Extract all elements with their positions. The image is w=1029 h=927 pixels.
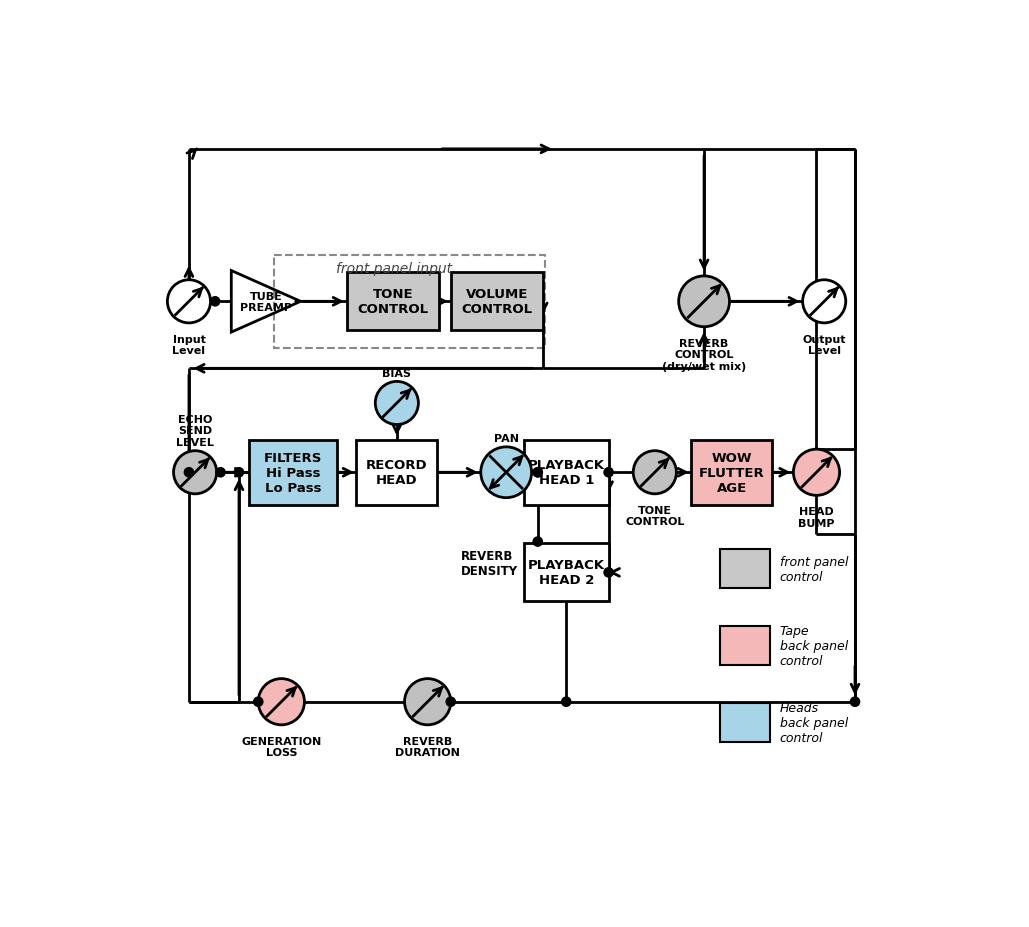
- Circle shape: [168, 281, 211, 324]
- Text: Heads
back panel
control: Heads back panel control: [780, 701, 848, 744]
- Circle shape: [533, 538, 542, 547]
- Bar: [720, 550, 771, 588]
- Circle shape: [604, 468, 613, 477]
- Text: TONE
CONTROL: TONE CONTROL: [625, 505, 684, 527]
- Circle shape: [184, 468, 193, 477]
- Text: front panel input: front panel input: [335, 262, 452, 276]
- Text: REVERB
DURATION: REVERB DURATION: [395, 736, 460, 757]
- Bar: [347, 273, 439, 331]
- Text: WOW
FLUTTER
AGE: WOW FLUTTER AGE: [699, 451, 765, 494]
- Circle shape: [174, 451, 217, 494]
- Circle shape: [258, 679, 305, 725]
- Circle shape: [253, 697, 262, 706]
- Text: PLAYBACK
HEAD 2: PLAYBACK HEAD 2: [528, 559, 605, 587]
- Text: GENERATION
LOSS: GENERATION LOSS: [241, 736, 321, 757]
- Bar: [356, 440, 437, 505]
- Text: front panel
control: front panel control: [780, 555, 848, 583]
- Circle shape: [404, 679, 451, 725]
- Circle shape: [481, 448, 532, 498]
- Circle shape: [633, 451, 676, 494]
- Text: RECORD
HEAD: RECORD HEAD: [366, 459, 428, 487]
- Text: ECHO
SEND
LEVEL: ECHO SEND LEVEL: [176, 414, 214, 448]
- Text: HEAD
BUMP: HEAD BUMP: [799, 506, 835, 528]
- Text: Output
Level: Output Level: [803, 335, 846, 356]
- Bar: [274, 256, 544, 349]
- Circle shape: [533, 468, 542, 477]
- Bar: [524, 544, 608, 602]
- Circle shape: [447, 697, 456, 706]
- Bar: [249, 440, 338, 505]
- Bar: [691, 440, 772, 505]
- Bar: [720, 627, 771, 665]
- Bar: [720, 704, 771, 742]
- Text: PAN: PAN: [494, 434, 519, 443]
- Text: REVERB
DENSITY: REVERB DENSITY: [461, 550, 518, 578]
- Bar: [451, 273, 543, 331]
- Circle shape: [793, 450, 840, 496]
- Bar: [524, 440, 608, 505]
- Circle shape: [850, 697, 859, 706]
- Text: REVERB
CONTROL
(dry/wet mix): REVERB CONTROL (dry/wet mix): [662, 338, 746, 372]
- Text: TUBE
PREAMP: TUBE PREAMP: [240, 291, 292, 312]
- Text: Tape
back panel
control: Tape back panel control: [780, 625, 848, 667]
- Circle shape: [376, 382, 419, 425]
- Circle shape: [803, 281, 846, 324]
- Circle shape: [211, 298, 220, 307]
- Circle shape: [533, 468, 542, 477]
- Text: FILTERS
Hi Pass
Lo Pass: FILTERS Hi Pass Lo Pass: [263, 451, 322, 494]
- Circle shape: [216, 468, 225, 477]
- Text: PLAYBACK
HEAD 1: PLAYBACK HEAD 1: [528, 459, 605, 487]
- Text: TONE
CONTROL: TONE CONTROL: [357, 288, 428, 316]
- Text: BIAS: BIAS: [383, 368, 412, 378]
- Text: Input
Level: Input Level: [173, 335, 206, 356]
- Text: VOLUME
CONTROL: VOLUME CONTROL: [461, 288, 533, 316]
- Circle shape: [235, 468, 244, 477]
- Circle shape: [679, 276, 730, 327]
- Circle shape: [562, 697, 571, 706]
- Circle shape: [604, 568, 613, 578]
